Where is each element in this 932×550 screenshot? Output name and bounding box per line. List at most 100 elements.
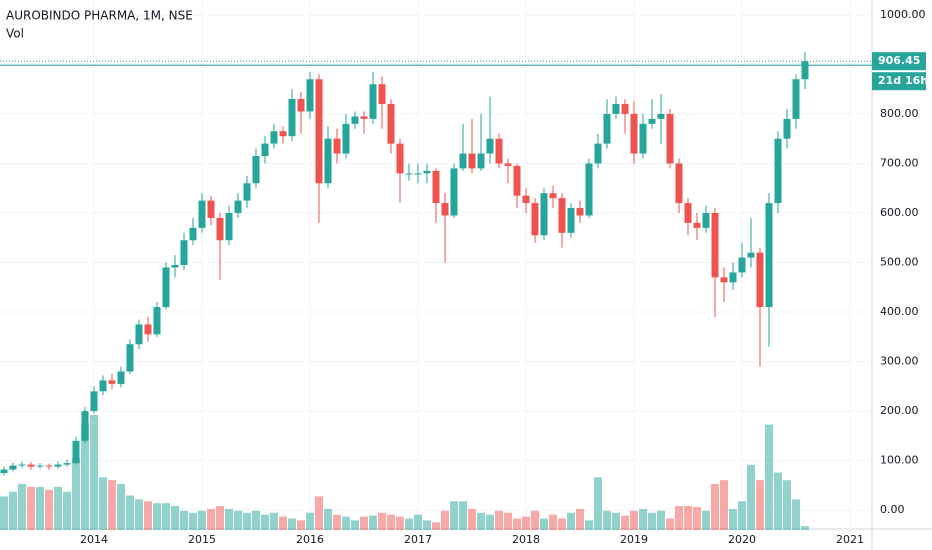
- volume-bar: [540, 518, 548, 530]
- volume-bar: [576, 508, 584, 530]
- volume-bar: [270, 512, 278, 530]
- candle-body: [621, 104, 629, 114]
- volume-bar: [513, 518, 521, 530]
- volume-bar: [558, 518, 566, 530]
- volume-bar: [333, 514, 341, 530]
- axes: 0.00 100.00 200.00 300.00 400.00 500.00 600.00…: [0, 8, 928, 546]
- volume-bar: [648, 512, 656, 530]
- candle-body: [504, 163, 512, 166]
- volume-bar: [477, 512, 485, 530]
- candle-body: [531, 203, 539, 236]
- candle-body: [675, 163, 683, 204]
- candle-body: [378, 84, 386, 105]
- volume-bar: [378, 512, 386, 530]
- candle-body: [720, 277, 728, 283]
- candle-body: [396, 143, 404, 174]
- volume-bar: [387, 514, 395, 530]
- y-tick-label: 300.00: [880, 355, 919, 368]
- candle-body: [54, 464, 62, 467]
- volume-bar: [396, 516, 404, 530]
- volume-bar: [162, 503, 170, 530]
- candle-body: [9, 465, 17, 470]
- volume-bar: [693, 507, 701, 530]
- volume-bar: [27, 486, 35, 530]
- volume-bar: [252, 510, 260, 530]
- candle-body: [369, 84, 377, 119]
- candle-body: [0, 469, 8, 474]
- candle-body: [756, 252, 764, 308]
- volume-bar: [675, 506, 683, 530]
- volume-bar: [801, 526, 809, 530]
- volume-bar: [414, 514, 422, 530]
- volume-bar: [738, 501, 746, 530]
- candle-body: [270, 131, 278, 144]
- volume-bar: [135, 499, 143, 530]
- candle-body: [405, 173, 413, 175]
- candle-body: [171, 265, 179, 268]
- candle-body: [558, 198, 566, 233]
- candles: [0, 52, 809, 476]
- volume-bar: [63, 491, 71, 530]
- volume-bar: [531, 510, 539, 530]
- volume-bar: [81, 422, 89, 530]
- x-tick-label: 2016: [296, 533, 324, 546]
- candle-body: [252, 156, 260, 184]
- volume-bar: [9, 491, 17, 530]
- candle-body: [693, 222, 701, 228]
- candle-body: [747, 252, 755, 258]
- volume-bar: [0, 496, 8, 530]
- volume-bar: [180, 510, 188, 530]
- candle-body: [603, 113, 611, 144]
- last-price-label: 906.45: [878, 54, 920, 67]
- y-tick-label: 1000.00: [880, 8, 926, 21]
- volume-bar: [315, 496, 323, 530]
- x-tick-label: 2018: [512, 533, 540, 546]
- y-tick-label: 500.00: [880, 256, 919, 269]
- volume-bar: [72, 458, 80, 530]
- volume-bar: [36, 486, 44, 530]
- volume-pane: [0, 415, 809, 530]
- y-tick-label: 400.00: [880, 305, 919, 318]
- volume-bar: [459, 501, 467, 530]
- volume-bar: [108, 480, 116, 530]
- candle-body: [27, 464, 35, 467]
- volume-bar: [774, 472, 782, 530]
- x-tick-label: 2014: [80, 533, 108, 546]
- x-tick-label: 2021: [836, 533, 864, 546]
- candle-body: [567, 208, 575, 233]
- y-tick-label: 800.00: [880, 107, 919, 120]
- volume-bar: [279, 516, 287, 530]
- candle-body: [108, 380, 116, 384]
- volume-bar: [630, 510, 638, 530]
- volume-bar: [585, 520, 593, 530]
- candle-body: [792, 79, 800, 119]
- candle-body: [297, 99, 305, 112]
- candle-body: [630, 113, 638, 154]
- candle-body: [648, 118, 656, 124]
- candle-body: [36, 465, 44, 467]
- volume-bar: [369, 515, 377, 530]
- candle-body: [261, 143, 269, 157]
- candle-body: [738, 257, 746, 273]
- candle-body: [441, 203, 449, 216]
- candle-body: [774, 138, 782, 204]
- volume-bar: [729, 508, 737, 530]
- candle-body: [522, 195, 530, 204]
- candle-body: [657, 113, 665, 119]
- candle-body: [486, 138, 494, 154]
- candle-body: [324, 138, 332, 184]
- y-tick-label: 100.00: [880, 454, 919, 467]
- candle-body: [783, 118, 791, 139]
- candle-body: [495, 138, 503, 164]
- candle-body: [360, 116, 368, 119]
- volume-bar: [603, 510, 611, 530]
- candle-body: [585, 163, 593, 216]
- candle-body: [342, 123, 350, 154]
- candle-body: [459, 153, 467, 169]
- volume-bar: [360, 516, 368, 530]
- volume-bar: [189, 512, 197, 530]
- volume-bar: [792, 499, 800, 530]
- candle-body: [387, 104, 395, 144]
- candle-body: [198, 200, 206, 228]
